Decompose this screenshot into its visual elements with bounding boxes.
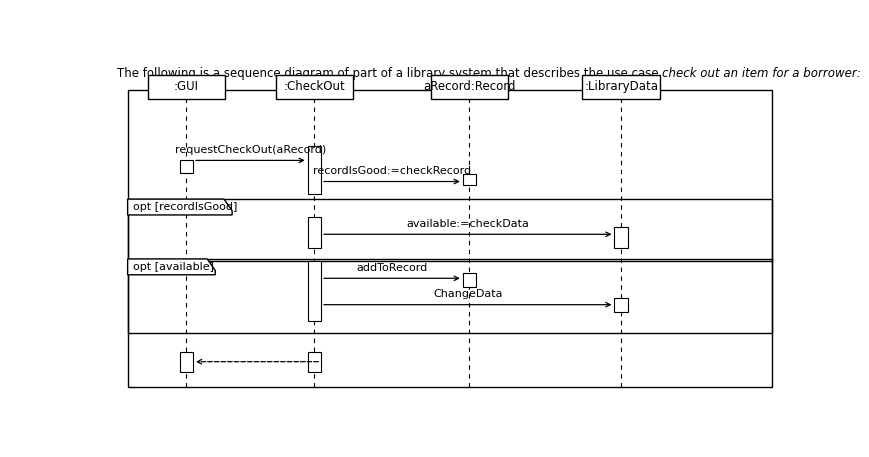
Bar [462, 175, 475, 185]
Bar [148, 75, 225, 99]
Bar [275, 75, 353, 99]
Text: available:=checkData: available:=checkData [406, 219, 528, 229]
Text: recordIsGood:=checkRecord: recordIsGood:=checkRecord [313, 166, 470, 176]
Text: :LibraryData: :LibraryData [583, 80, 658, 93]
Bar [179, 160, 193, 173]
Text: aRecord:Record: aRecord:Record [422, 80, 515, 93]
Text: opt [available]: opt [available] [133, 262, 214, 272]
Bar [179, 352, 193, 372]
Text: check out an item for a borrower:: check out an item for a borrower: [661, 67, 860, 80]
Text: addToRecord: addToRecord [356, 263, 427, 273]
Bar [462, 273, 475, 287]
Bar [430, 75, 507, 99]
Bar [581, 75, 660, 99]
Bar [614, 227, 627, 249]
Text: :GUI: :GUI [174, 80, 198, 93]
Bar [308, 260, 321, 320]
Bar [308, 217, 321, 249]
Text: :CheckOut: :CheckOut [283, 80, 345, 93]
Polygon shape [128, 259, 215, 275]
Text: opt [recordIsGood]: opt [recordIsGood] [133, 202, 237, 212]
Text: requestCheckOut(aRecord): requestCheckOut(aRecord) [175, 145, 326, 155]
Bar [128, 199, 771, 260]
Bar [308, 146, 321, 194]
Text: ChangeData: ChangeData [433, 289, 502, 299]
Bar [308, 352, 321, 372]
Polygon shape [128, 199, 232, 215]
Bar [614, 298, 627, 312]
Text: The following is a sequence diagram of part of a library system that describes t: The following is a sequence diagram of p… [116, 67, 661, 80]
Bar [128, 259, 771, 333]
Bar [128, 90, 771, 388]
